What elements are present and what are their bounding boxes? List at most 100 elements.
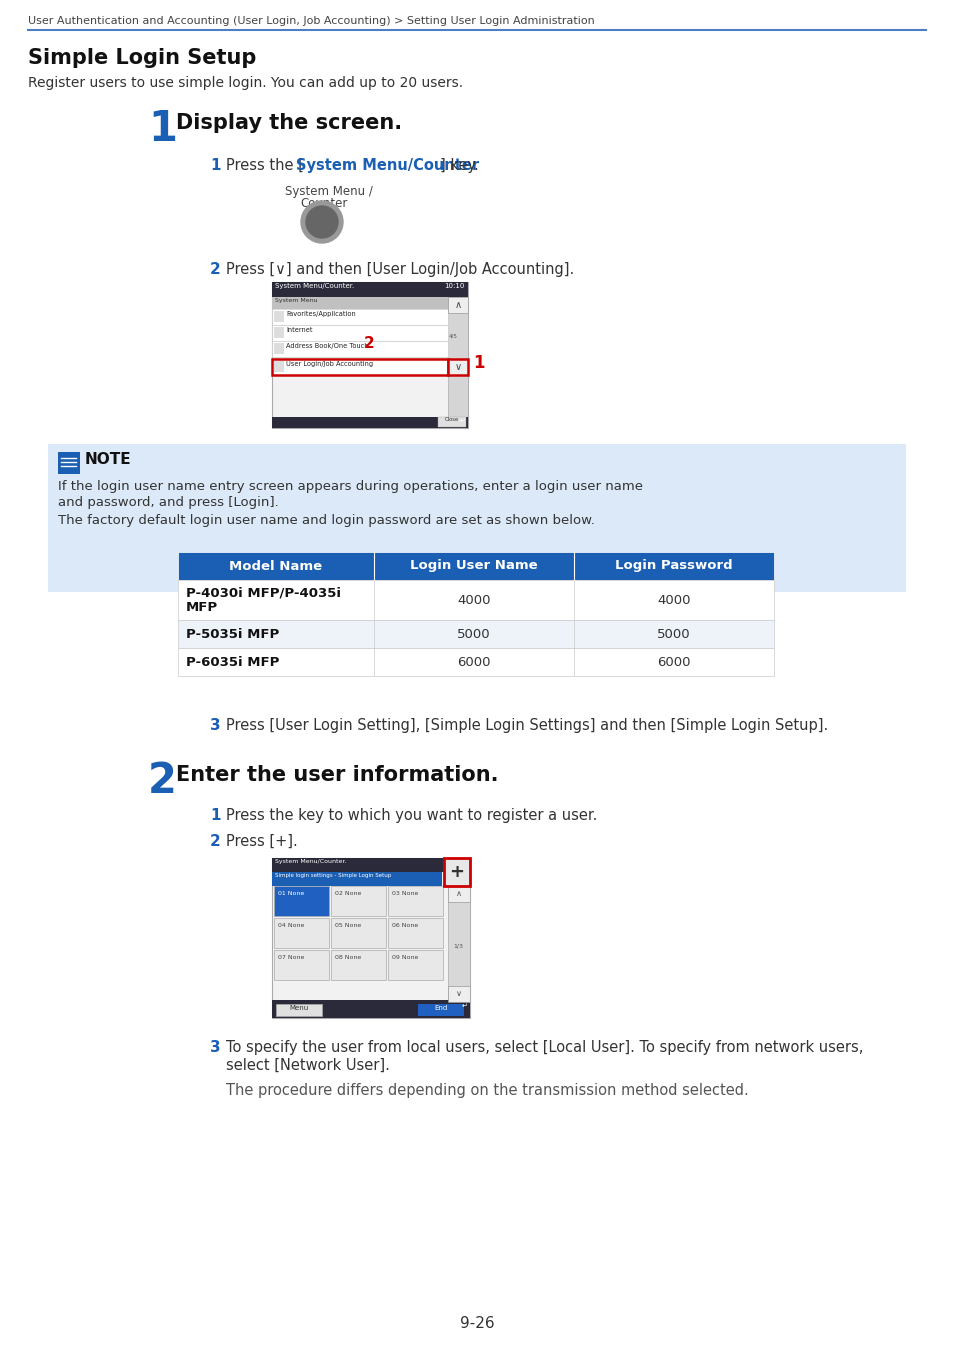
Text: 10:10: 10:10 [443, 284, 464, 289]
Text: Press [+].: Press [+]. [226, 834, 297, 849]
Bar [274, 360, 284, 373]
Bar [272, 859, 470, 1018]
Bar [178, 552, 773, 580]
Text: 2: 2 [148, 760, 176, 802]
Bar [272, 359, 448, 375]
Bar [331, 918, 386, 948]
Text: Login Password: Login Password [615, 559, 732, 572]
Text: End: End [434, 1004, 447, 1011]
Text: P-5035i MFP: P-5035i MFP [186, 628, 279, 640]
Bar [48, 444, 905, 593]
Bar [272, 1000, 470, 1018]
Text: 02 None: 02 None [335, 891, 361, 896]
Bar [272, 282, 468, 297]
Text: 09 None: 09 None [392, 954, 418, 960]
Text: If the login user name entry screen appears during operations, enter a login use: If the login user name entry screen appe… [58, 481, 642, 493]
Text: 2: 2 [364, 336, 375, 351]
Text: 9-26: 9-26 [459, 1316, 494, 1331]
Text: The procedure differs depending on the transmission method selected.: The procedure differs depending on the t… [226, 1083, 748, 1098]
Bar [331, 886, 386, 917]
Bar [274, 310, 284, 323]
Bar [274, 886, 329, 917]
Bar [58, 452, 80, 474]
Text: Favorites/Application: Favorites/Application [286, 310, 355, 317]
Text: 06 None: 06 None [392, 923, 417, 927]
Text: Menu: Menu [289, 1004, 309, 1011]
Text: ↵: ↵ [459, 418, 465, 424]
Text: 5000: 5000 [456, 628, 490, 640]
Text: 08 None: 08 None [335, 954, 361, 960]
Bar [272, 325, 448, 342]
Text: 1: 1 [148, 108, 177, 150]
Bar [178, 648, 773, 676]
Circle shape [306, 207, 337, 238]
Bar [388, 886, 442, 917]
Bar [448, 886, 470, 902]
Text: 6000: 6000 [657, 656, 690, 668]
Text: 1: 1 [473, 354, 484, 373]
Text: To specify the user from local users, select [Local User]. To specify from netwo: To specify the user from local users, se… [226, 1040, 862, 1054]
Text: 1: 1 [210, 158, 220, 173]
Text: 03 None: 03 None [392, 891, 418, 896]
Text: Display the screen.: Display the screen. [175, 113, 402, 134]
Bar [272, 872, 441, 886]
Bar [448, 297, 468, 418]
Bar [272, 342, 448, 356]
Text: 2: 2 [210, 262, 220, 277]
Bar [448, 297, 468, 313]
Text: 01 None: 01 None [277, 891, 304, 896]
Text: System Menu/Counter.: System Menu/Counter. [274, 284, 354, 289]
Bar [272, 309, 448, 325]
Text: ↵: ↵ [461, 1003, 467, 1008]
Bar [272, 859, 470, 872]
Text: 3: 3 [210, 1040, 220, 1054]
Text: Enter the user information.: Enter the user information. [175, 765, 498, 784]
Text: Press [User Login Setting], [Simple Login Settings] and then [Simple Login Setup: Press [User Login Setting], [Simple Logi… [226, 718, 827, 733]
Text: User Authentication and Accounting (User Login, Job Accounting) > Setting User L: User Authentication and Accounting (User… [28, 16, 594, 26]
Bar [388, 950, 442, 980]
Text: Press [∨] and then [User Login/Job Accounting].: Press [∨] and then [User Login/Job Accou… [226, 262, 574, 277]
Text: User Login/Job Accounting: User Login/Job Accounting [286, 360, 373, 367]
Text: Internet: Internet [286, 327, 313, 333]
Text: 3: 3 [210, 718, 220, 733]
Text: System Menu/Counter: System Menu/Counter [295, 158, 478, 173]
Text: System Menu/Counter.: System Menu/Counter. [274, 859, 346, 864]
Bar [178, 620, 773, 648]
Text: P-6035i MFP: P-6035i MFP [186, 656, 279, 668]
Text: The factory default login user name and login password are set as shown below.: The factory default login user name and … [58, 514, 595, 526]
Text: System Menu: System Menu [274, 298, 317, 302]
Bar [448, 359, 468, 375]
Text: Press the [: Press the [ [226, 158, 304, 173]
Text: 1/3: 1/3 [453, 944, 462, 948]
Bar [274, 343, 284, 354]
Bar [437, 417, 465, 427]
Text: ∨: ∨ [456, 990, 461, 999]
Text: Address Book/One Touch: Address Book/One Touch [286, 343, 368, 350]
Text: 05 None: 05 None [335, 923, 361, 927]
Text: ∧: ∧ [454, 300, 461, 310]
Text: System Menu /: System Menu / [285, 185, 373, 198]
Bar [274, 950, 329, 980]
Text: Close: Close [444, 417, 458, 423]
Bar [448, 886, 470, 998]
Text: Simple Login Setup: Simple Login Setup [28, 49, 256, 68]
Text: Model Name: Model Name [230, 559, 322, 572]
Text: NOTE: NOTE [85, 452, 132, 467]
Bar [272, 282, 468, 428]
Text: ∧: ∧ [456, 890, 461, 899]
Text: Login User Name: Login User Name [410, 559, 537, 572]
Text: P-4030i MFP/P-4035i
MFP: P-4030i MFP/P-4035i MFP [186, 586, 340, 614]
Bar [275, 1004, 322, 1017]
Bar [417, 1004, 463, 1017]
Bar [274, 918, 329, 948]
Text: 6000: 6000 [456, 656, 490, 668]
Text: 4000: 4000 [456, 594, 490, 606]
Text: ] key.: ] key. [439, 158, 478, 173]
Bar [331, 950, 386, 980]
Circle shape [301, 201, 343, 243]
Text: 04 None: 04 None [277, 923, 304, 927]
Bar [272, 417, 468, 428]
Text: 2: 2 [210, 834, 220, 849]
Bar [178, 580, 773, 620]
Text: Simple login settings - Simple Login Setup: Simple login settings - Simple Login Set… [274, 873, 391, 878]
